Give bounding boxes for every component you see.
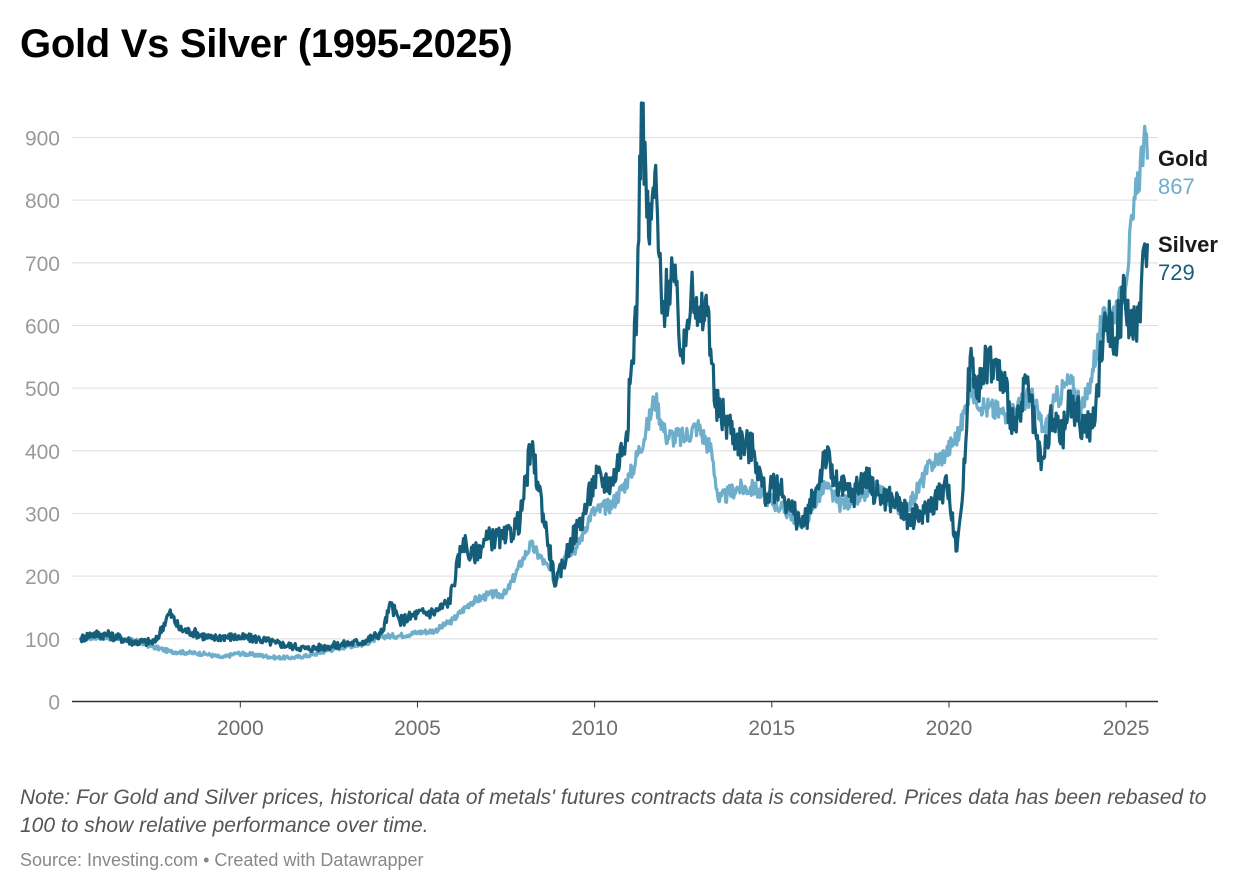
x-tick-label: 2015	[748, 717, 795, 740]
x-tick-label: 2010	[571, 717, 618, 740]
chart-note: Note: For Gold and Silver prices, histor…	[20, 786, 1207, 837]
chart-title: Gold Vs Silver (1995-2025)	[20, 22, 513, 66]
y-tick-label: 300	[25, 504, 60, 527]
legend-value-gold: 867	[1158, 174, 1195, 199]
series-line-silver	[79, 101, 1149, 654]
y-tick-label: 200	[25, 566, 60, 589]
x-tick-label: 2020	[926, 717, 973, 740]
y-tick-label: 900	[25, 128, 60, 151]
series-lines	[79, 101, 1149, 661]
y-axis: 0 100 200 300 400 500 600 700 800 900	[25, 128, 60, 715]
y-tick-label: 400	[25, 441, 60, 464]
x-axis: 2000 2005 2010 2015 2020 2025	[72, 700, 1158, 740]
x-tick-label: 2000	[217, 717, 264, 740]
y-tick-label: 600	[25, 316, 60, 339]
y-tick-label: 100	[25, 629, 60, 652]
gridlines	[72, 137, 1158, 640]
line-end-legend: Gold 867 Silver 729	[1158, 146, 1218, 285]
y-tick-label: 500	[25, 378, 60, 401]
series-line-gold	[79, 124, 1149, 661]
x-tick-label: 2005	[394, 717, 441, 740]
x-tick-label: 2025	[1103, 717, 1150, 740]
legend-name-silver: Silver	[1158, 232, 1218, 257]
y-tick-label: 700	[25, 253, 60, 276]
y-tick-label: 800	[25, 190, 60, 213]
legend-value-silver: 729	[1158, 260, 1195, 285]
y-tick-label: 0	[48, 692, 60, 715]
chart-source: Source: Investing.com • Created with Dat…	[20, 850, 424, 870]
legend-name-gold: Gold	[1158, 146, 1208, 171]
